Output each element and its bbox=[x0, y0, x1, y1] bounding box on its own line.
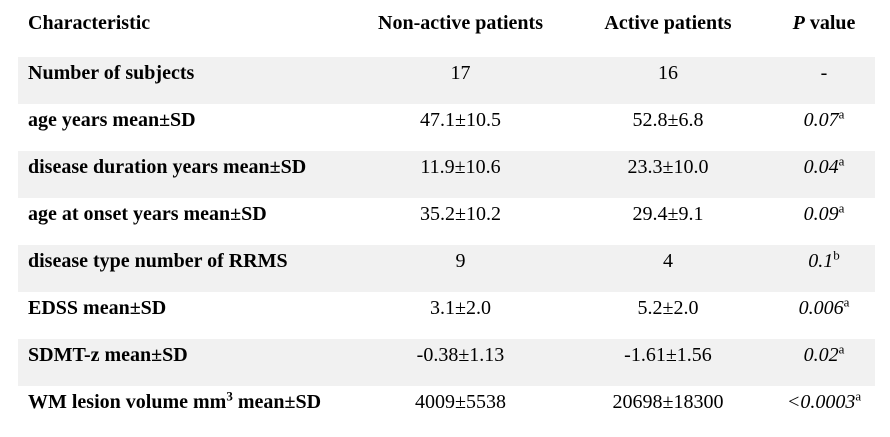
characteristic-superscript: 3 bbox=[226, 388, 233, 404]
p-value-footnote-marker: a bbox=[838, 106, 845, 122]
p-value-text: 0.07 bbox=[803, 109, 839, 131]
patient-characteristics-table: Characteristic Non-active patients Activ… bbox=[18, 0, 875, 433]
table-row: Number of subjects 17 16 - bbox=[18, 57, 875, 104]
p-value-footnote-marker: a bbox=[838, 341, 845, 357]
p-value-text: 0.1 bbox=[808, 250, 834, 272]
non-active-value-cell: 4009±5538 bbox=[415, 391, 506, 413]
p-value-cell: <0.0003a bbox=[773, 386, 875, 433]
header-characteristic: Characteristic bbox=[28, 12, 151, 34]
p-value-footnote-marker: a bbox=[855, 388, 862, 404]
p-value-cell: 0.006a bbox=[773, 292, 875, 339]
table-row: disease duration years mean±SD 11.9±10.6 2… bbox=[18, 151, 875, 198]
p-value-text: - bbox=[820, 62, 828, 84]
p-value-footnote-marker: b bbox=[833, 247, 840, 263]
active-value-cell: 23.3±10.0 bbox=[627, 156, 709, 178]
table-header: Characteristic Non-active patients Activ… bbox=[18, 0, 875, 57]
table-body: Number of subjects 17 16 - age years mean±SD… bbox=[18, 57, 875, 433]
p-value-cell: 0.02a bbox=[773, 339, 875, 386]
table-row: disease type number of RRMS 9 4 0.1b bbox=[18, 245, 875, 292]
active-value-cell: 52.8±6.8 bbox=[632, 109, 704, 131]
table-row: age years mean±SD 47.1±10.5 52.8±6.8 0.07a bbox=[18, 104, 875, 151]
p-value-cell: 0.1b bbox=[773, 245, 875, 292]
p-value-cell: 0.09a bbox=[773, 198, 875, 245]
characteristic-cell: WM lesion volume mm3 mean±SD bbox=[28, 388, 322, 413]
table-row: SDMT-z mean±SD -0.38±1.13 -1.61±1.56 0.02a bbox=[18, 339, 875, 386]
p-value-cell: 0.04a bbox=[773, 151, 875, 198]
p-value-text: 0.09 bbox=[803, 203, 839, 225]
p-value-text: 0.006 bbox=[798, 297, 844, 319]
characteristic-cell: age at onset years mean±SD bbox=[28, 203, 267, 225]
p-value-footnote-marker: a bbox=[838, 200, 845, 216]
p-value-text: 0.04 bbox=[803, 156, 839, 178]
table-row: WM lesion volume mm3 mean±SD 4009±5538 206… bbox=[18, 386, 875, 433]
characteristic-cell: SDMT-z mean±SD bbox=[28, 344, 188, 366]
active-value-cell: 16 bbox=[658, 62, 678, 84]
active-value-cell: 29.4±9.1 bbox=[632, 203, 704, 225]
non-active-value-cell: 47.1±10.5 bbox=[420, 109, 501, 131]
p-value-footnote-marker: a bbox=[843, 294, 850, 310]
characteristic-cell: Number of subjects bbox=[28, 62, 195, 84]
p-value-text: 0.02 bbox=[803, 344, 839, 366]
characteristic-cell: age years mean±SD bbox=[28, 109, 196, 131]
p-value-cell: - bbox=[773, 57, 875, 104]
header-p-value-italic-part: P bbox=[792, 12, 805, 34]
header-active-patients: Active patients bbox=[604, 12, 732, 34]
characteristic-cell: EDSS mean±SD bbox=[28, 297, 167, 319]
non-active-value-cell: 9 bbox=[455, 250, 466, 272]
p-value-text: <0.0003 bbox=[786, 391, 856, 413]
header-non-active-patients: Non-active patients bbox=[378, 12, 543, 34]
header-p-value: P value bbox=[773, 0, 875, 57]
active-value-cell: -1.61±1.56 bbox=[624, 344, 712, 366]
non-active-value-cell: 35.2±10.2 bbox=[420, 203, 501, 225]
non-active-value-cell: 17 bbox=[450, 62, 471, 84]
header-p-value-rest-part: value bbox=[804, 12, 856, 34]
header-row: Characteristic Non-active patients Activ… bbox=[18, 0, 875, 57]
table-row: EDSS mean±SD 3.1±2.0 5.2±2.0 0.006a bbox=[18, 292, 875, 339]
active-value-cell: 4 bbox=[663, 250, 673, 272]
non-active-value-cell: 3.1±2.0 bbox=[430, 297, 491, 319]
characteristic-cell: disease duration years mean±SD bbox=[28, 156, 307, 178]
p-value-footnote-marker: a bbox=[838, 153, 845, 169]
table-row: age at onset years mean±SD 35.2±10.2 29.4±… bbox=[18, 198, 875, 245]
active-value-cell: 5.2±2.0 bbox=[637, 297, 699, 319]
characteristic-cell: disease type number of RRMS bbox=[28, 250, 288, 272]
p-value-cell: 0.07a bbox=[773, 104, 875, 151]
patient-characteristics-table-wrap: Characteristic Non-active patients Activ… bbox=[18, 0, 875, 433]
non-active-value-cell: -0.38±1.13 bbox=[416, 344, 505, 366]
non-active-value-cell: 11.9±10.6 bbox=[420, 156, 501, 178]
active-value-cell: 20698±18300 bbox=[612, 391, 724, 413]
